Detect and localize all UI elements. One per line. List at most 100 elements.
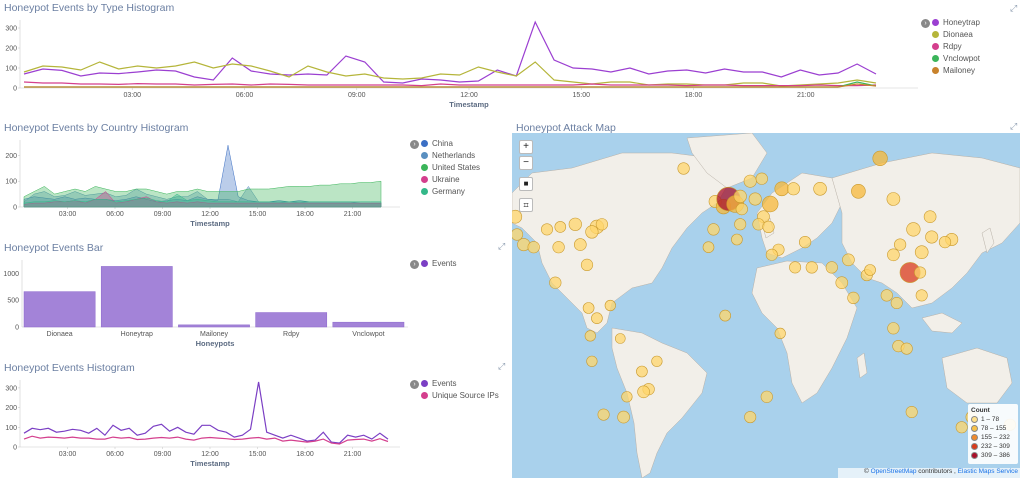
- series-area-ukraine: [23, 191, 382, 208]
- map-point: [880, 289, 893, 302]
- legend-item[interactable]: Events: [421, 377, 499, 389]
- x-tick-label: Vnclowpot: [352, 331, 384, 338]
- fit-bounds-button[interactable]: ⌗: [519, 198, 533, 212]
- map-point: [887, 322, 900, 335]
- attack-map[interactable]: [512, 133, 1020, 478]
- x-tick-label: 12:00: [201, 211, 219, 218]
- map-point: [890, 297, 903, 310]
- legend-label: Unique Source IPs: [432, 390, 499, 400]
- legend-label: China: [432, 138, 453, 148]
- map-point: [733, 189, 747, 204]
- map-legend-label: 232 – 309: [981, 443, 1010, 450]
- legend-item[interactable]: Ukraine: [421, 173, 480, 185]
- map-point: [748, 192, 762, 206]
- map-point: [731, 233, 743, 246]
- world-map-svg: [512, 133, 1020, 478]
- legend-toggle-icon[interactable]: ›: [921, 19, 930, 28]
- country-histogram-chart: 0 100 200 03:00 06:00 09:00 12:00 15:00 18:00 21:…: [5, 140, 400, 228]
- map-legend-label: 1 – 78: [981, 416, 1000, 423]
- x-tick-label: 12:00: [201, 451, 219, 458]
- map-legend-title: Count: [971, 407, 990, 414]
- map-point: [813, 181, 827, 196]
- zoom-out-button[interactable]: −: [519, 156, 533, 170]
- events-histogram-panel: Honeypot Events Histogram ⤢ 0 100 200 300 03…: [0, 360, 512, 478]
- map-legend-item: 309 – 386: [971, 451, 1015, 460]
- x-axis-title: Timestamp: [190, 219, 230, 228]
- legend-item[interactable]: Honeytrap: [932, 16, 980, 28]
- map-point: [549, 276, 562, 289]
- map-legend-item: 155 – 232: [971, 433, 1015, 442]
- series-line-mailoney: [24, 83, 877, 88]
- x-tick-label: 09:00: [154, 451, 172, 458]
- legend-dot-icon: [421, 379, 428, 387]
- y-tick-label: 100: [5, 179, 17, 186]
- map-legend-label: 309 – 386: [981, 452, 1010, 459]
- map-legend-item: 78 – 155: [971, 424, 1015, 433]
- expand-icon[interactable]: ⤢: [498, 241, 506, 251]
- draw-rectangle-button[interactable]: ■: [519, 177, 533, 191]
- x-axis-title: Timestamp: [190, 459, 230, 468]
- map-point: [786, 182, 800, 196]
- map-point: [886, 192, 901, 206]
- map-point: [636, 365, 648, 378]
- map-point: [597, 408, 610, 421]
- elastic-maps-link[interactable]: Elastic Maps Service: [957, 468, 1018, 475]
- x-tick-label: 15:00: [572, 92, 590, 99]
- map-point: [789, 261, 802, 274]
- legend-label: Events: [432, 258, 457, 268]
- zoom-in-button[interactable]: +: [519, 140, 533, 154]
- expand-icon[interactable]: ⤢: [1010, 121, 1018, 131]
- legend-item[interactable]: Events: [421, 257, 456, 269]
- series-line-events: [23, 381, 389, 444]
- x-tick-label: 15:00: [249, 211, 267, 218]
- legend-item[interactable]: Vnclowpot: [932, 52, 980, 64]
- map-point: [615, 333, 626, 344]
- openstreetmap-link[interactable]: OpenStreetMap: [870, 468, 917, 475]
- map-point: [568, 217, 582, 231]
- map-point: [925, 230, 939, 244]
- y-tick-label: 200: [5, 46, 17, 53]
- legend-item[interactable]: Unique Source IPs: [421, 389, 499, 401]
- events-bar-title: Honeypot Events Bar: [4, 242, 104, 254]
- x-tick-label: 21:00: [797, 92, 815, 99]
- legend-dot-icon: [421, 151, 428, 159]
- map-count-legend: Count 1 – 78 78 – 155 155 – 232 232 – 309 30…: [968, 404, 1018, 464]
- map-point: [915, 289, 928, 302]
- legend-swatch-icon: [971, 452, 978, 459]
- x-tick-label: 18:00: [296, 451, 314, 458]
- x-axis-title: Honeypots: [196, 339, 235, 348]
- events-histogram-title: Honeypot Events Histogram: [4, 362, 135, 374]
- expand-icon[interactable]: ⤢: [1010, 3, 1018, 13]
- map-point: [574, 238, 587, 251]
- attack-map-panel: Honeypot Attack Map ⤢: [512, 120, 1024, 480]
- legend-label: Rdpy: [943, 41, 962, 51]
- legend-item[interactable]: Dionaea: [932, 28, 980, 40]
- expand-icon[interactable]: ⤢: [498, 361, 506, 371]
- continent-asia: [831, 152, 1020, 309]
- map-point: [938, 235, 952, 249]
- bar-mailoney: [178, 324, 250, 328]
- legend-toggle-icon[interactable]: ›: [410, 140, 419, 149]
- map-point: [585, 225, 599, 239]
- x-tick-label: 03:00: [123, 92, 141, 99]
- legend-item[interactable]: Rdpy: [932, 40, 980, 52]
- legend-item[interactable]: Germany: [421, 185, 480, 197]
- map-point: [617, 410, 630, 424]
- legend-item[interactable]: China: [421, 137, 480, 149]
- y-tick-label: 1000: [3, 271, 19, 278]
- legend-label: Mailoney: [943, 65, 976, 75]
- country-histogram-title: Honeypot Events by Country Histogram: [4, 122, 189, 134]
- legend-item[interactable]: Netherlands: [421, 149, 480, 161]
- legend-item[interactable]: United States: [421, 161, 480, 173]
- series-line-unique-source-ips: [23, 435, 389, 445]
- map-point: [554, 221, 567, 233]
- legend-toggle-icon[interactable]: ›: [410, 380, 419, 389]
- legend-toggle-icon[interactable]: ›: [410, 260, 419, 269]
- map-point: [762, 220, 775, 233]
- map-point: [864, 264, 876, 276]
- legend-label: Honeytrap: [943, 17, 980, 27]
- map-point: [595, 218, 608, 231]
- landmass-southeast-asia: [921, 312, 963, 334]
- legend-item[interactable]: Mailoney: [932, 64, 980, 76]
- attribution-mid: contributors ,: [916, 468, 958, 475]
